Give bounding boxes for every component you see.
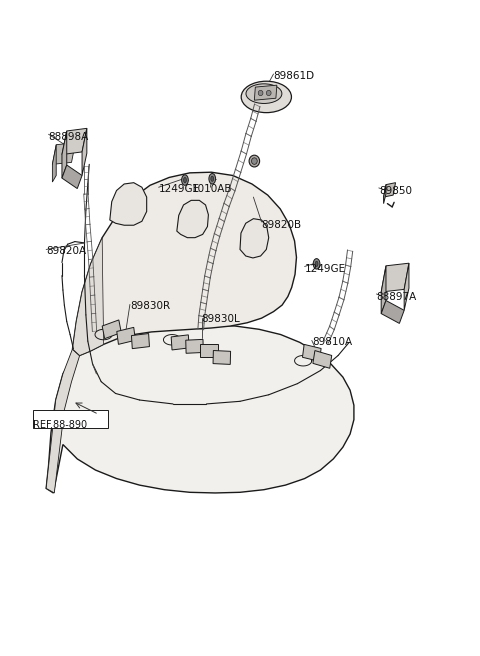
Text: 89861D: 89861D (274, 71, 314, 81)
Polygon shape (240, 218, 269, 258)
Polygon shape (72, 237, 104, 356)
Polygon shape (46, 349, 80, 493)
Polygon shape (213, 350, 230, 365)
Polygon shape (52, 145, 56, 182)
Text: REF.88-890: REF.88-890 (33, 420, 87, 430)
Text: 1010AB: 1010AB (192, 184, 233, 194)
Polygon shape (186, 339, 204, 354)
Polygon shape (62, 131, 67, 178)
Text: 89810A: 89810A (312, 337, 352, 348)
Polygon shape (381, 263, 409, 292)
Polygon shape (384, 182, 396, 197)
Text: 1249GE: 1249GE (158, 184, 200, 194)
Ellipse shape (266, 91, 271, 96)
Text: 88897A: 88897A (376, 291, 417, 302)
Polygon shape (177, 200, 208, 237)
Text: 89830R: 89830R (130, 301, 170, 312)
Polygon shape (404, 263, 409, 310)
Ellipse shape (211, 176, 214, 181)
Polygon shape (110, 182, 147, 225)
Ellipse shape (249, 155, 260, 167)
Polygon shape (46, 325, 354, 493)
Text: 88898A: 88898A (48, 132, 89, 142)
Ellipse shape (252, 158, 257, 165)
Text: 89850: 89850 (379, 186, 412, 195)
Polygon shape (302, 344, 321, 361)
Ellipse shape (183, 177, 186, 182)
Ellipse shape (246, 84, 282, 104)
Polygon shape (132, 333, 149, 348)
Text: 1249GE: 1249GE (305, 264, 346, 274)
Polygon shape (313, 350, 332, 368)
Ellipse shape (258, 91, 263, 96)
Ellipse shape (241, 81, 291, 113)
Polygon shape (171, 335, 189, 350)
Ellipse shape (315, 261, 318, 266)
Polygon shape (82, 129, 87, 175)
Polygon shape (62, 165, 82, 188)
Polygon shape (102, 320, 121, 338)
Text: 89820B: 89820B (262, 220, 301, 230)
Polygon shape (381, 300, 404, 323)
Polygon shape (117, 327, 135, 344)
Polygon shape (200, 344, 217, 358)
Ellipse shape (181, 174, 188, 185)
FancyBboxPatch shape (33, 410, 108, 428)
Polygon shape (52, 143, 75, 165)
Ellipse shape (209, 173, 216, 184)
Polygon shape (62, 129, 87, 155)
Polygon shape (381, 266, 386, 314)
Text: 89820A: 89820A (46, 247, 86, 256)
Text: 89830L: 89830L (202, 314, 240, 325)
Polygon shape (384, 184, 386, 203)
Polygon shape (254, 85, 277, 100)
Ellipse shape (313, 258, 320, 269)
Polygon shape (72, 173, 297, 356)
